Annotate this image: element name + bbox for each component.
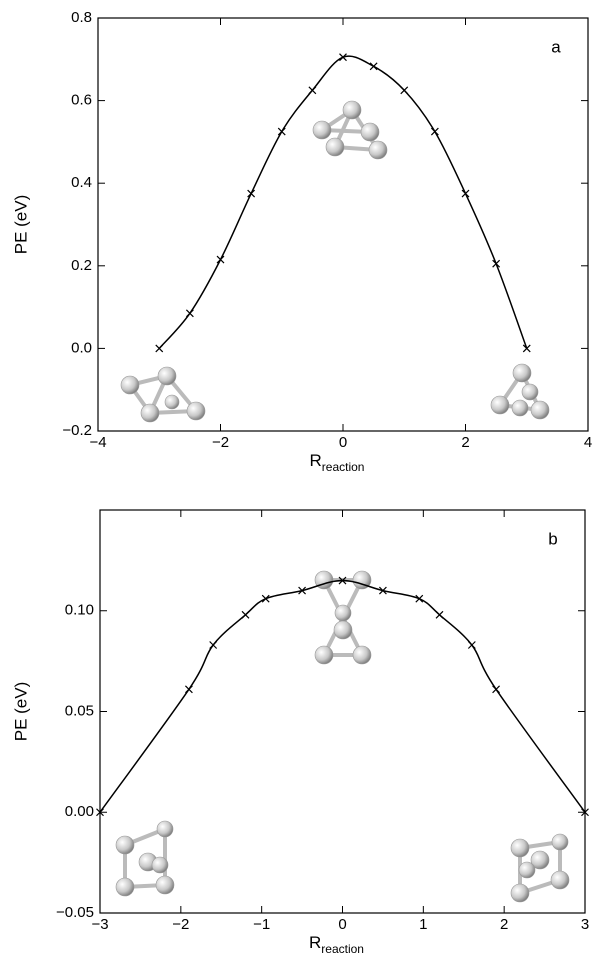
x-tick-label: 3 (581, 916, 589, 933)
data-marker (415, 594, 424, 603)
x-axis-label: Rreaction (310, 451, 365, 474)
molecule (510, 833, 570, 903)
data-marker (185, 309, 194, 318)
x-tick-label: 0 (338, 916, 346, 933)
data-marker (308, 86, 317, 95)
data-marker (261, 594, 270, 603)
y-tick-label: −0.2 (62, 422, 92, 439)
y-tick-label: 0.10 (65, 602, 94, 619)
y-tick-label: 0.8 (71, 9, 92, 26)
data-marker (492, 685, 501, 694)
data-marker (241, 610, 250, 619)
data-marker (369, 62, 378, 71)
x-axis-label-main: R (309, 933, 321, 952)
data-marker (581, 808, 589, 817)
data-marker (155, 344, 164, 353)
x-tick-label: 2 (461, 434, 469, 451)
data-marker (522, 344, 531, 353)
data-marker (209, 641, 218, 649)
panel-label: b (548, 529, 557, 548)
x-tick-label: 0 (339, 434, 347, 451)
x-axis-label-main: R (310, 451, 322, 470)
data-marker (461, 189, 470, 198)
x-tick-label: 1 (419, 916, 427, 933)
y-tick-label: 0.0 (71, 339, 92, 356)
data-marker (400, 86, 409, 95)
data-marker (184, 685, 193, 694)
x-tick-label: 4 (584, 434, 592, 451)
data-marker (338, 576, 347, 585)
x-tick-label: −1 (253, 916, 270, 933)
data-marker (247, 189, 256, 198)
x-tick-label: −4 (89, 434, 106, 451)
data-marker (96, 808, 104, 817)
y-tick-label: 0.2 (71, 257, 92, 274)
data-line (158, 55, 528, 349)
x-tick-label: −2 (172, 916, 189, 933)
data-marker (216, 255, 225, 264)
panel-label: a (551, 37, 561, 56)
data-marker (378, 586, 387, 595)
x-tick-label: 2 (500, 916, 508, 933)
y-tick-label: 0.6 (71, 92, 92, 109)
molecule (490, 363, 550, 420)
x-axis-label-sub: reaction (321, 942, 364, 956)
molecule (115, 820, 175, 897)
y-tick-label: −0.05 (56, 904, 94, 921)
data-marker (339, 53, 347, 62)
data-marker (492, 259, 501, 268)
molecule (120, 366, 206, 423)
data-marker (298, 586, 307, 595)
data-marker (277, 127, 286, 136)
y-tick-label: 0.05 (65, 702, 94, 719)
x-axis-label: Rreaction (309, 933, 364, 956)
x-axis-label-sub: reaction (322, 460, 365, 474)
data-marker (435, 610, 444, 619)
y-axis-label: PE (eV) (11, 682, 30, 742)
x-tick-label: −2 (212, 434, 229, 451)
y-tick-label: 0.4 (71, 174, 92, 191)
x-tick-label: −3 (91, 916, 108, 933)
y-axis-label: PE (eV) (11, 195, 30, 255)
data-marker (430, 127, 439, 136)
molecule (312, 100, 388, 160)
data-marker (467, 641, 476, 649)
y-tick-label: 0.00 (65, 803, 94, 820)
